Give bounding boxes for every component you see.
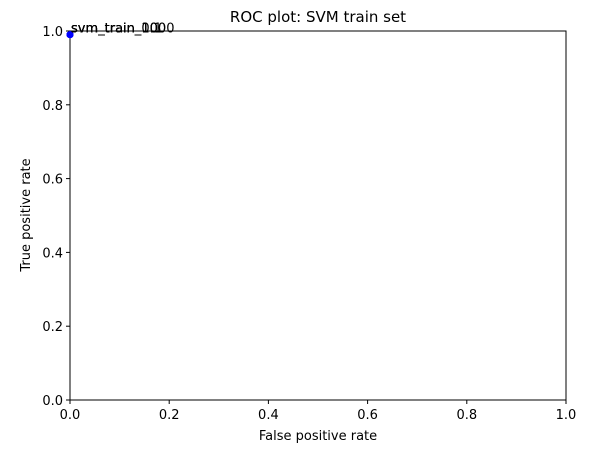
- x-tick-label: 0.6: [357, 408, 378, 423]
- y-tick-label: 0.0: [42, 394, 63, 409]
- data-points: [66, 31, 74, 39]
- plot-area: [69, 30, 567, 401]
- y-tick-label: 0.4: [42, 246, 63, 261]
- x-tick-label: 0.2: [159, 408, 180, 423]
- y-tick-label: 0.2: [42, 320, 63, 335]
- point-label: svm_train_10: [71, 22, 158, 37]
- data-point: [66, 31, 74, 39]
- x-tick-label: 0.4: [258, 408, 279, 423]
- x-axis-ticks: 0.0 0.2 0.4 0.6 0.8 1.0: [60, 400, 577, 423]
- x-tick-label: 1.0: [556, 408, 577, 423]
- point-annotations: svm_train_1000svm_train_100svm_train_10s…: [71, 22, 174, 37]
- point-label: svm_train_1: [71, 22, 150, 37]
- y-tick-label: 0.8: [42, 99, 63, 114]
- y-tick-label: 1.0: [42, 25, 63, 40]
- point-label: svm_train_1000: [71, 22, 174, 37]
- y-tick-label: 0.6: [42, 173, 63, 188]
- x-axis-label: False positive rate: [259, 429, 377, 444]
- x-tick-label: 0.0: [60, 408, 81, 423]
- point-label: svm_train_100: [71, 22, 166, 37]
- y-axis-label: True positive rate: [19, 158, 34, 272]
- axes-frame: [69, 30, 567, 401]
- point-label: svm_train_0.1: [71, 22, 162, 37]
- x-tick-label: 0.8: [456, 408, 477, 423]
- y-axis-ticks: 0.0 0.2 0.4 0.6 0.8 1.0: [42, 25, 70, 409]
- chart-title: ROC plot: SVM train set: [230, 8, 406, 26]
